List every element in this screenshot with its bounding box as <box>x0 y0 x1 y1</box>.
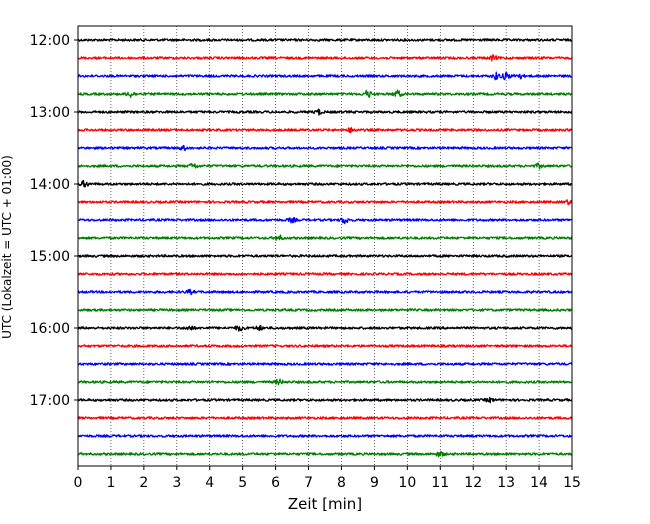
x-tick-label: 13 <box>497 475 515 491</box>
trace-1215 <box>77 54 573 62</box>
trace-1415 <box>77 199 573 206</box>
x-tick-label: 2 <box>139 475 148 491</box>
y-axis-ticks: 12:00 13:00 14:00 15:00 16:00 17:00 <box>30 33 78 409</box>
trace-1730 <box>77 434 573 438</box>
trace-1545 <box>77 308 573 312</box>
trace-1330 <box>77 144 573 152</box>
trace-1615 <box>77 344 573 348</box>
trace-1515 <box>77 272 573 276</box>
y-tick-label: 12:00 <box>30 33 70 49</box>
y-tick-label: 16:00 <box>30 321 70 337</box>
y-tick-label: 17:00 <box>30 393 70 409</box>
y-tick-label: 14:00 <box>30 177 70 193</box>
trace-1715 <box>77 416 573 420</box>
grid-layer <box>110 26 540 466</box>
trace-1445 <box>77 234 573 241</box>
plot-frame <box>77 25 573 467</box>
trace-1245 <box>77 89 573 99</box>
trace-1315 <box>77 126 573 134</box>
trace-1600 <box>77 324 573 332</box>
x-tick-label: 10 <box>398 475 416 491</box>
trace-1230 <box>77 71 573 81</box>
x-tick-label: 6 <box>271 475 280 491</box>
y-tick-label: 15:00 <box>30 249 70 265</box>
x-tick-label: 14 <box>530 475 548 491</box>
x-tick-label: 11 <box>431 475 449 491</box>
x-axis-ticks: 0 1 2 3 4 5 6 7 8 9 10 11 12 13 14 15 <box>74 466 581 491</box>
x-tick-label: 0 <box>74 475 83 491</box>
trace-1500 <box>77 254 573 258</box>
x-tick-label: 1 <box>106 475 115 491</box>
y-tick-label: 13:00 <box>30 105 70 121</box>
trace-1700 <box>77 396 573 404</box>
trace-1745 <box>77 450 573 458</box>
trace-1200 <box>77 38 573 42</box>
trace-1345 <box>77 162 573 170</box>
x-tick-label: 8 <box>337 475 346 491</box>
x-tick-label: 12 <box>464 475 482 491</box>
x-tick-label: 15 <box>563 475 581 491</box>
trace-1530 <box>77 288 573 296</box>
trace-1430 <box>77 216 573 225</box>
x-tick-label: 4 <box>205 475 214 491</box>
x-tick-label: 7 <box>304 475 313 491</box>
x-axis-label: Zeit [min] <box>288 495 362 513</box>
x-tick-label: 5 <box>238 475 247 491</box>
x-tick-label: 9 <box>370 475 379 491</box>
y-axis-label: UTC (Lokalzeit = UTC + 01:00) <box>0 155 14 339</box>
trace-1645 <box>77 378 573 386</box>
trace-1630 <box>77 362 573 366</box>
trace-1400 <box>77 179 573 188</box>
trace-1300 <box>77 108 573 116</box>
x-tick-label: 3 <box>172 475 181 491</box>
trace-layer <box>77 38 573 458</box>
